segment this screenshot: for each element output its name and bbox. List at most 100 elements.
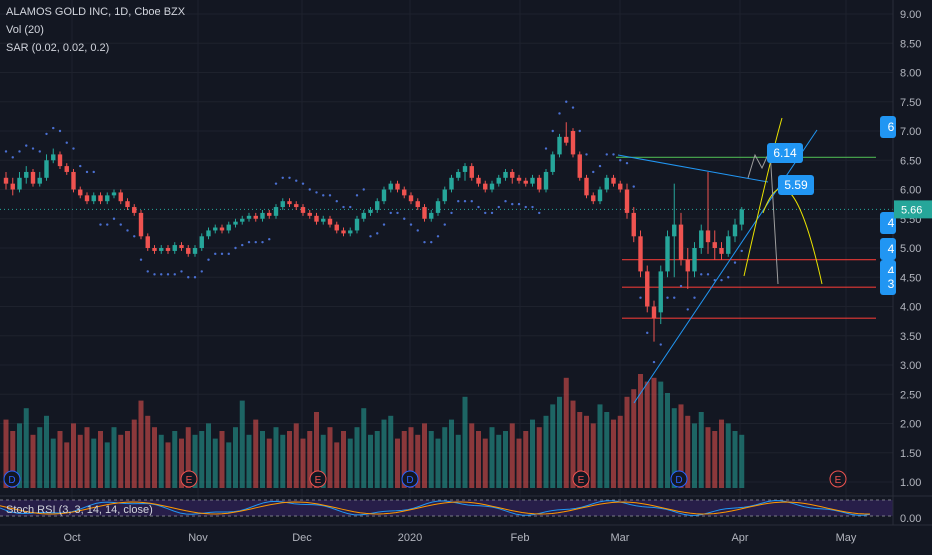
candle-body xyxy=(678,224,684,260)
candle-body xyxy=(368,209,373,213)
volume-bar xyxy=(30,434,36,488)
time-axis[interactable]: Oct Nov Dec 2020 Feb Mar Apr May xyxy=(63,532,856,544)
candle-body xyxy=(685,259,690,272)
candle-body xyxy=(456,171,461,178)
candle-body xyxy=(489,183,495,190)
volume-bar xyxy=(435,438,441,488)
sar-dot xyxy=(11,156,14,159)
sar-dot xyxy=(281,176,284,179)
sar-dot xyxy=(180,270,183,273)
sar-dot xyxy=(308,188,311,191)
sar-dot xyxy=(578,129,581,133)
volume-bar xyxy=(442,427,448,488)
candle-body xyxy=(732,224,738,237)
volume-bar xyxy=(381,419,387,488)
edge-callout-label: 4 xyxy=(888,216,895,230)
volume-bar xyxy=(239,400,245,488)
candle-body xyxy=(402,189,407,196)
y-tick-label: 1.00 xyxy=(900,477,921,489)
volume-bars xyxy=(3,374,745,488)
candle-body xyxy=(17,177,22,190)
volume-bar xyxy=(158,434,164,488)
volume-bar xyxy=(57,431,63,488)
y-tick-label: 9.00 xyxy=(900,9,921,21)
candle-body xyxy=(483,183,488,190)
candle-body xyxy=(624,189,630,213)
sar-dot xyxy=(720,278,723,282)
sar-dot xyxy=(497,205,500,209)
volume-bar xyxy=(584,415,589,488)
edge-callout xyxy=(880,116,896,138)
sar-dot xyxy=(544,147,548,150)
candle-body xyxy=(172,245,177,251)
volume-bar xyxy=(125,431,130,488)
sar-dot xyxy=(254,240,257,244)
volume-bar xyxy=(651,377,657,488)
sar-dot xyxy=(160,273,163,276)
volume-bar xyxy=(563,377,569,488)
sar-dot xyxy=(99,223,102,226)
sar-dot xyxy=(92,170,95,174)
candle-body xyxy=(429,212,434,219)
candle-body xyxy=(280,201,285,208)
candle-body xyxy=(442,189,447,202)
candle-body xyxy=(233,221,238,225)
sar-dot xyxy=(38,150,41,153)
candle-body xyxy=(469,166,474,178)
sar-dot xyxy=(234,246,237,250)
candle-body xyxy=(496,177,501,184)
sar-dot xyxy=(376,232,379,235)
candle-body xyxy=(584,177,589,196)
volume-bar xyxy=(415,434,421,488)
candle-body xyxy=(543,171,549,190)
volume-bar xyxy=(462,396,468,488)
volume-bar xyxy=(71,423,76,488)
sar-dot xyxy=(106,223,109,226)
volume-bar xyxy=(152,427,157,488)
sar-dot xyxy=(153,273,156,276)
price-axis[interactable]: 9.008.508.007.507.006.506.005.505.004.50… xyxy=(892,0,921,525)
candle-body xyxy=(570,131,576,155)
y-tick-label: 2.00 xyxy=(900,419,921,431)
y-tick-label: 3.00 xyxy=(900,360,921,372)
y-tick-label: 7.00 xyxy=(900,126,921,138)
sar-dot xyxy=(733,261,737,264)
event-marker-label: D xyxy=(675,475,682,486)
candle-body xyxy=(341,230,346,234)
horizontal-levels xyxy=(0,156,893,319)
sar-dot xyxy=(355,194,359,197)
candle-body xyxy=(240,218,245,222)
event-marker-label: E xyxy=(578,475,585,486)
candle-body xyxy=(699,230,704,248)
volume-bar xyxy=(611,419,616,488)
volume-bar xyxy=(725,423,731,488)
sar-dot xyxy=(139,258,143,261)
sar-dot xyxy=(220,252,224,256)
sar-dot xyxy=(72,147,75,150)
sar-dot xyxy=(85,170,89,174)
sar-dot xyxy=(349,205,352,209)
candle-body xyxy=(476,177,481,184)
candle-body xyxy=(645,271,650,307)
y-tick-label: 8.00 xyxy=(900,68,921,80)
candle-body xyxy=(334,224,339,231)
candle-body xyxy=(692,248,697,272)
candle-body xyxy=(388,183,393,190)
candle-body xyxy=(510,171,515,178)
dividend-marker xyxy=(401,470,419,488)
volume-bar xyxy=(233,427,238,488)
candle-body xyxy=(186,248,191,254)
price-callout xyxy=(767,143,803,163)
candle-body xyxy=(591,195,596,202)
candle-body xyxy=(253,215,258,219)
volume-bar xyxy=(179,438,184,488)
volume-bar xyxy=(482,438,488,488)
volume-bar xyxy=(3,419,9,488)
sar-dot xyxy=(504,200,507,203)
sar-dot xyxy=(187,276,190,279)
volume-bar xyxy=(739,434,745,488)
sar-dot xyxy=(686,308,689,311)
